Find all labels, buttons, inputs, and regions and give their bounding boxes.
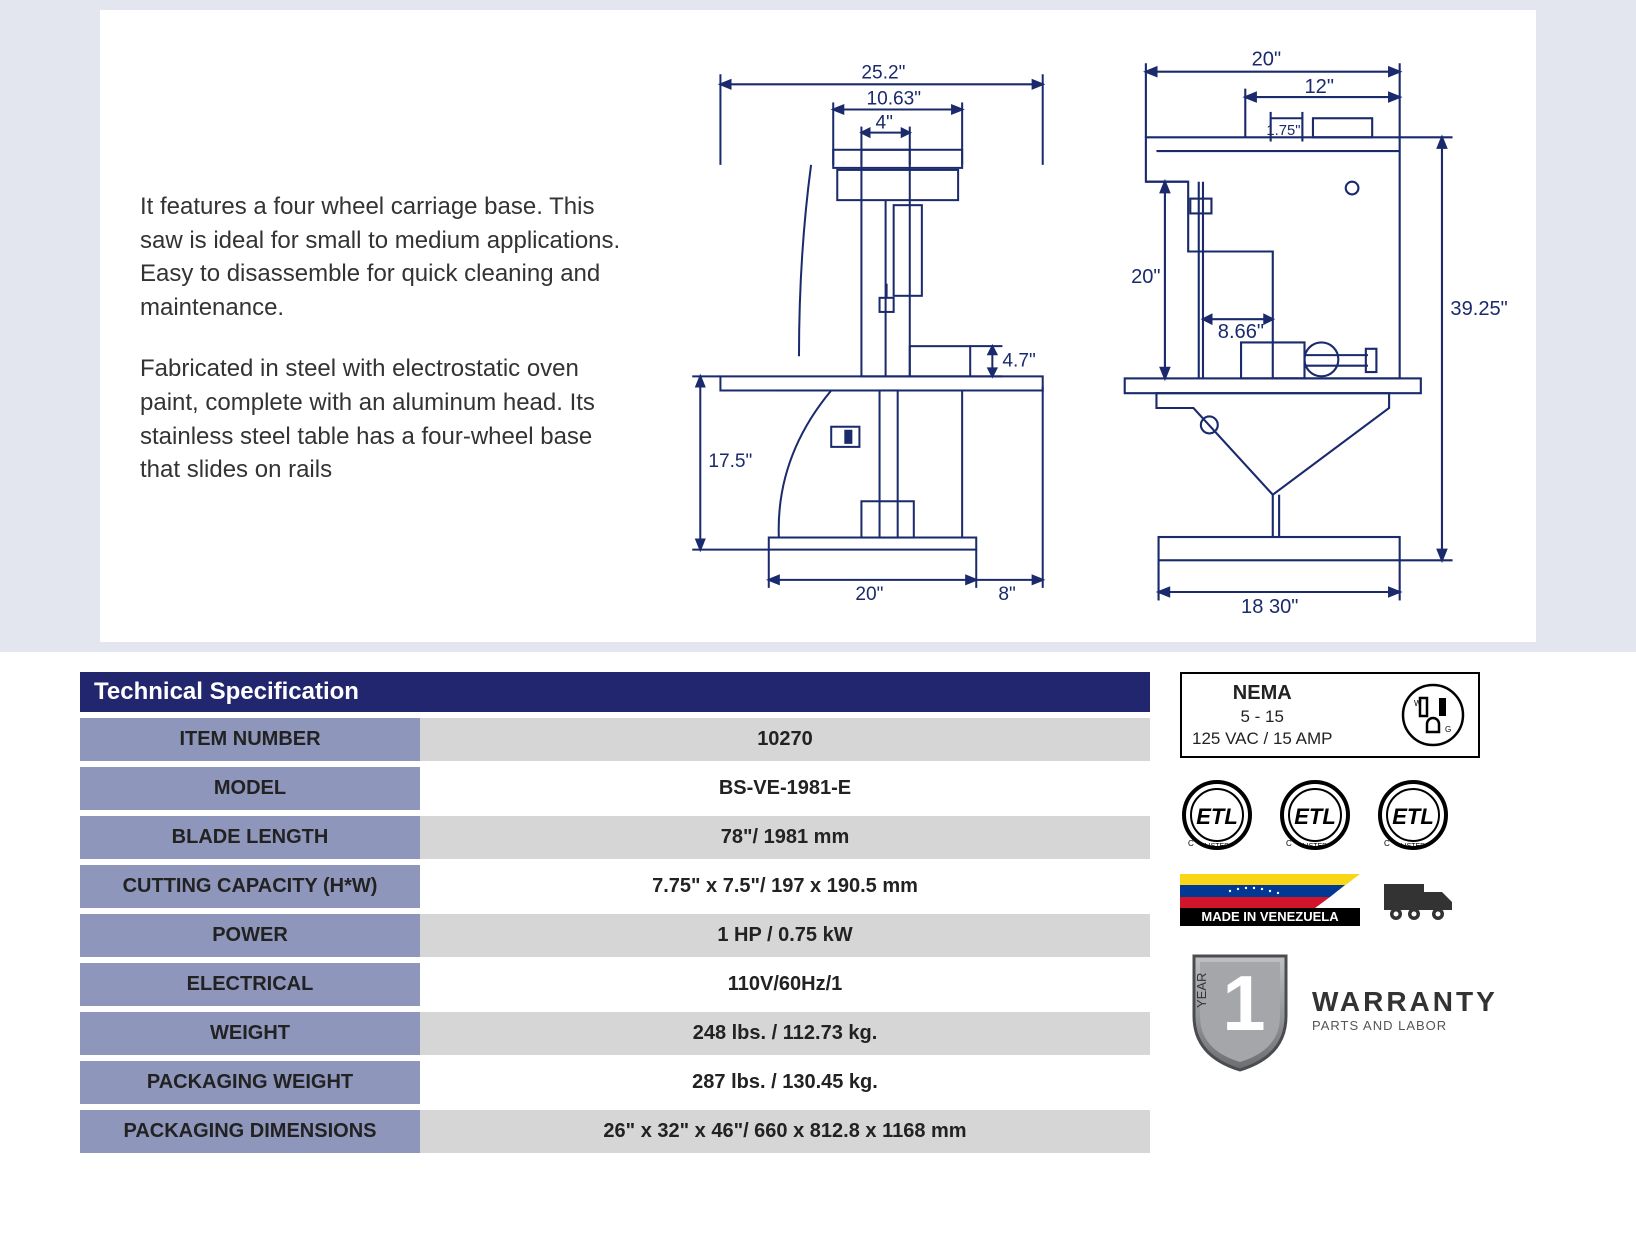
spec-row: ELECTRICAL110V/60Hz/1 — [80, 963, 1150, 1006]
spec-value: 26" x 32" x 46"/ 660 x 812.8 x 1168 mm — [420, 1110, 1150, 1153]
svg-text:C: C — [1384, 839, 1390, 848]
nema-box: NEMA 5 - 15 125 VAC / 15 AMP W G — [1180, 672, 1480, 758]
svg-text:C: C — [1286, 839, 1292, 848]
dim-side-top-small: 1.75" — [1266, 123, 1300, 139]
plug-icon: W G — [1398, 680, 1468, 750]
warranty-shield-icon: 1 YEAR — [1180, 944, 1300, 1074]
nema-rating: 125 VAC / 15 AMP — [1192, 728, 1332, 749]
spec-value: 78"/ 1981 mm — [420, 816, 1150, 859]
spec-label: MODEL — [80, 767, 420, 810]
truck-icon — [1380, 874, 1460, 926]
description-para-1: It features a four wheel carriage base. … — [140, 190, 630, 324]
dim-base-width: 20" — [855, 584, 883, 605]
svg-text:ETL: ETL — [1294, 804, 1336, 829]
warranty-number: 1 — [1222, 959, 1265, 1047]
spec-label: WEIGHT — [80, 1012, 420, 1055]
venezuela-label: MADE IN VENEZUELA — [1201, 909, 1339, 924]
spec-label: ITEM NUMBER — [80, 718, 420, 761]
top-inner: It features a four wheel carriage base. … — [100, 10, 1536, 642]
dim-table-left: 17.5" — [708, 451, 752, 472]
etl-badge-icon: ETL LISTED C — [1278, 778, 1352, 852]
dim-upper-small: 4" — [876, 113, 893, 134]
venezuela-badge: MADE IN VENEZUELA — [1180, 874, 1360, 926]
front-view-diagram: 25.2" 10.63" 4" 4.7" 17.5" 20" 8" — [660, 40, 1083, 632]
dim-throat-depth: 8.66" — [1218, 321, 1264, 343]
spec-row: PACKAGING WEIGHT287 lbs. / 130.45 kg. — [80, 1061, 1150, 1104]
svg-text:C: C — [1188, 839, 1194, 848]
venezuela-row: MADE IN VENEZUELA — [1180, 874, 1556, 926]
spec-value: 7.75" x 7.5"/ 197 x 190.5 mm — [420, 865, 1150, 908]
svg-text:LISTED: LISTED — [1205, 843, 1230, 850]
svg-text:ETL: ETL — [1392, 804, 1434, 829]
dim-table-right: 4.7" — [1002, 350, 1035, 371]
warranty-sub: PARTS AND LABOR — [1312, 1018, 1498, 1033]
side-view-diagram: 20" 12" 1.75" 20" 8.66" 39.25" 18 30" — [1093, 40, 1516, 632]
nema-sub: 5 - 15 — [1192, 706, 1332, 727]
spec-header: Technical Specification — [80, 672, 1150, 712]
spec-row: PACKAGING DIMENSIONS26" x 32" x 46"/ 660… — [80, 1110, 1150, 1153]
nema-text: NEMA 5 - 15 125 VAC / 15 AMP — [1192, 681, 1332, 749]
dim-upper-mid: 10.63" — [866, 88, 921, 109]
dim-side-top-inner: 12" — [1305, 76, 1334, 98]
spec-label: PACKAGING WEIGHT — [80, 1061, 420, 1104]
dim-throat-height: 20" — [1131, 266, 1160, 288]
bottom-section: Technical Specification ITEM NUMBER10270… — [0, 652, 1636, 1159]
spec-column: Technical Specification ITEM NUMBER10270… — [80, 672, 1150, 1159]
svg-text:ETL: ETL — [1196, 804, 1238, 829]
dim-side-overall-width: 20" — [1252, 48, 1281, 70]
spec-label: BLADE LENGTH — [80, 816, 420, 859]
dimension-diagrams: 25.2" 10.63" 4" 4.7" 17.5" 20" 8" — [660, 40, 1516, 632]
warranty-text: WARRANTY PARTS AND LABOR — [1312, 986, 1498, 1033]
spec-label: CUTTING CAPACITY (H*W) — [80, 865, 420, 908]
svg-text:W: W — [1414, 699, 1422, 708]
dim-base-right: 8" — [998, 584, 1015, 605]
spec-value: 1 HP / 0.75 kW — [420, 914, 1150, 957]
spec-row: BLADE LENGTH78"/ 1981 mm — [80, 816, 1150, 859]
spec-row: WEIGHT248 lbs. / 112.73 kg. — [80, 1012, 1150, 1055]
top-panel: It features a four wheel carriage base. … — [0, 0, 1636, 652]
svg-text:G: G — [1445, 725, 1451, 734]
spec-label: POWER — [80, 914, 420, 957]
etl-badge-icon: ETL LISTED C — [1376, 778, 1450, 852]
warranty-title: WARRANTY — [1312, 986, 1498, 1018]
product-description: It features a four wheel carriage base. … — [140, 40, 660, 632]
spec-label: ELECTRICAL — [80, 963, 420, 1006]
dim-overall-height: 39.25" — [1450, 298, 1507, 320]
spec-value: 10270 — [420, 718, 1150, 761]
spec-value: 110V/60Hz/1 — [420, 963, 1150, 1006]
spec-row: POWER1 HP / 0.75 kW — [80, 914, 1150, 957]
spec-row: CUTTING CAPACITY (H*W)7.75" x 7.5"/ 197 … — [80, 865, 1150, 908]
etl-row: ETL LISTED C ETL LISTED C ETL LISTED C — [1180, 778, 1556, 852]
nema-title: NEMA — [1192, 681, 1332, 706]
description-para-2: Fabricated in steel with electrostatic o… — [140, 352, 630, 486]
dim-overall-width: 25.2" — [861, 62, 905, 83]
spec-table: ITEM NUMBER10270MODELBS-VE-1981-EBLADE L… — [80, 712, 1150, 1159]
svg-text:LISTED: LISTED — [1303, 843, 1328, 850]
etl-badge-icon: ETL LISTED C — [1180, 778, 1254, 852]
spec-value: 248 lbs. / 112.73 kg. — [420, 1012, 1150, 1055]
warranty-year: YEAR — [1194, 973, 1209, 1008]
spec-row: ITEM NUMBER10270 — [80, 718, 1150, 761]
svg-text:LISTED: LISTED — [1401, 843, 1426, 850]
spec-value: 287 lbs. / 130.45 kg. — [420, 1061, 1150, 1104]
warranty-row: 1 YEAR WARRANTY PARTS AND LABOR — [1180, 944, 1556, 1074]
dim-side-base: 18 30" — [1241, 596, 1298, 618]
spec-row: MODELBS-VE-1981-E — [80, 767, 1150, 810]
spec-label: PACKAGING DIMENSIONS — [80, 1110, 420, 1153]
badges-column: NEMA 5 - 15 125 VAC / 15 AMP W G ETL LIST… — [1180, 672, 1556, 1159]
spec-value: BS-VE-1981-E — [420, 767, 1150, 810]
